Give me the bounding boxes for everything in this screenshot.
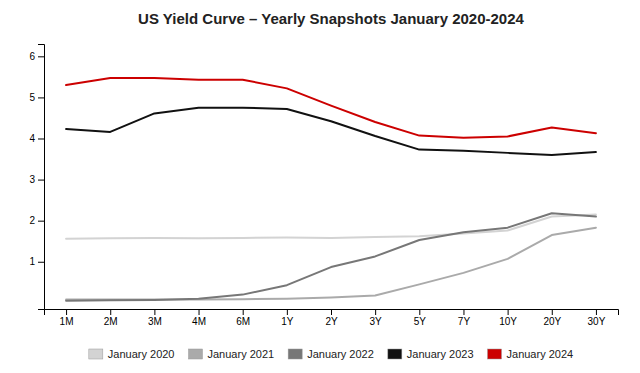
x-tick-mark: [287, 309, 288, 315]
x-tick: 1Y: [281, 309, 294, 327]
y-tick: 5: [29, 92, 44, 103]
x-tick-mark: [199, 309, 200, 315]
x-tick: 3M: [148, 309, 162, 327]
y-tick-mark: [38, 97, 44, 98]
x-tick: 3Y: [370, 309, 383, 327]
x-tick: 2M: [104, 309, 118, 327]
x-tick-label: 2Y: [325, 316, 338, 327]
y-tick: 1: [29, 256, 44, 267]
y-tick-label: 6: [29, 51, 35, 62]
x-tick-mark: [463, 309, 464, 315]
x-axis: 1M 2M 3M 4M 6M 1Y 2Y 3Y 5Y 7Y 10Y 20Y 30Y: [45, 309, 619, 327]
x-tick: 4M: [192, 309, 206, 327]
legend-item: January 2024: [488, 348, 574, 360]
chart-container: US Yield Curve – Yearly Snapshots Januar…: [0, 0, 640, 373]
x-tick-label: 1M: [60, 316, 74, 327]
y-tick: 2: [29, 215, 44, 226]
x-tick-mark: [110, 309, 111, 315]
series-line: [66, 228, 596, 300]
title: US Yield Curve – Yearly Snapshots Januar…: [138, 10, 524, 27]
legend-label: January 2023: [407, 348, 474, 360]
legend-item: January 2021: [188, 348, 274, 360]
legend-swatch: [89, 349, 103, 359]
x-tick-label: 6M: [236, 316, 250, 327]
x-tick: 1M: [60, 309, 74, 327]
x-tick-mark: [508, 309, 509, 315]
x-tick-mark: [331, 309, 332, 315]
legend-label: January 2024: [507, 348, 574, 360]
x-tick-label: 7Y: [458, 316, 471, 327]
legend-swatch: [288, 349, 302, 359]
chart-svg: US Yield Curve – Yearly Snapshots Januar…: [0, 0, 640, 373]
x-tick: 30Y: [588, 309, 606, 327]
x-tick: 10Y: [499, 309, 517, 327]
x-tick: 5Y: [414, 309, 427, 327]
y-tick-mark: [38, 221, 44, 222]
y-tick-label: 3: [29, 174, 35, 185]
x-tick-mark: [596, 309, 597, 315]
x-tick-label: 10Y: [499, 316, 517, 327]
y-tick-label: 5: [29, 92, 35, 103]
series-line: [66, 108, 596, 155]
x-axis-line: [45, 310, 619, 316]
x-tick: 6M: [236, 309, 250, 327]
y-tick-mark: [38, 56, 44, 57]
legend-item: January 2023: [388, 348, 474, 360]
legend-swatch: [488, 349, 502, 359]
y-axis-line: [38, 45, 45, 310]
x-tick-label: 1Y: [281, 316, 294, 327]
x-tick-mark: [375, 309, 376, 315]
x-tick-mark: [154, 309, 155, 315]
legend-item: January 2022: [288, 348, 374, 360]
x-tick-mark: [552, 309, 553, 315]
x-tick-mark: [243, 309, 244, 315]
legend-swatch: [188, 349, 202, 359]
series-line: [66, 78, 596, 138]
x-tick-label: 30Y: [588, 316, 606, 327]
x-tick: 20Y: [543, 309, 561, 327]
legend-label: January 2022: [307, 348, 374, 360]
y-tick-mark: [38, 138, 44, 139]
x-tick-label: 5Y: [414, 316, 427, 327]
x-tick: 2Y: [325, 309, 338, 327]
x-tick-label: 4M: [192, 316, 206, 327]
x-tick: 7Y: [458, 309, 471, 327]
y-tick-label: 4: [29, 133, 35, 144]
y-tick-label: 2: [29, 215, 35, 226]
series-line: [66, 215, 596, 239]
y-axis: 1 2 3 4 5 6: [29, 45, 44, 310]
legend-label: January 2020: [108, 348, 175, 360]
legend-label: January 2021: [207, 348, 274, 360]
x-tick-label: 3M: [148, 316, 162, 327]
y-tick: 4: [29, 133, 44, 144]
x-tick-label: 3Y: [370, 316, 383, 327]
legend-item: January 2020: [89, 348, 175, 360]
y-tick-label: 1: [29, 256, 35, 267]
x-tick-label: 20Y: [543, 316, 561, 327]
y-tick-mark: [38, 262, 44, 263]
y-tick: 3: [29, 174, 44, 185]
y-tick: 6: [29, 51, 44, 62]
legend-swatch: [388, 349, 402, 359]
x-tick-label: 2M: [104, 316, 118, 327]
series-line: [66, 213, 596, 301]
y-tick-mark: [38, 180, 44, 181]
x-tick-mark: [66, 309, 67, 315]
plot-area: [66, 78, 596, 301]
x-tick-mark: [419, 309, 420, 315]
legend: January 2020 January 2021 January 2022 Janu…: [89, 348, 573, 360]
